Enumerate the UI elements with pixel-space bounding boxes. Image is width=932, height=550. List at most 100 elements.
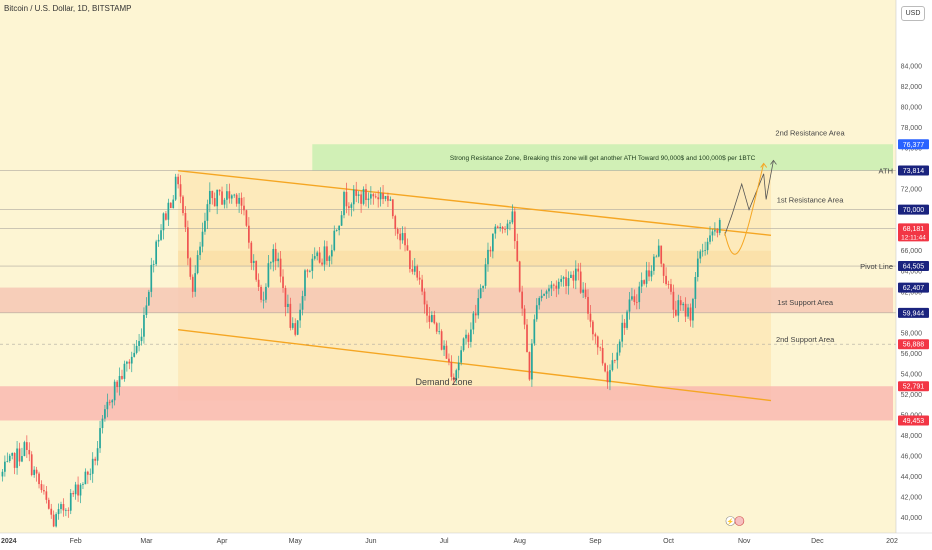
candle — [28, 442, 31, 462]
candle-body — [560, 278, 563, 282]
candle-body — [457, 362, 460, 371]
candle — [304, 268, 306, 301]
candle — [477, 289, 480, 319]
candle-body — [174, 176, 177, 200]
annotation-label: ATH — [879, 167, 893, 176]
candle — [589, 305, 592, 328]
candle-body — [155, 241, 158, 265]
candle — [228, 183, 231, 204]
candle-body — [82, 484, 84, 485]
candle — [628, 291, 631, 320]
candle-body — [565, 277, 567, 287]
candle-body — [389, 199, 392, 201]
candle-body — [496, 226, 499, 229]
x-tick-label: 2024 — [1, 538, 17, 545]
price-label-text: 73,814 — [903, 168, 925, 175]
candle — [240, 192, 243, 215]
y-tick-label: 44,000 — [901, 474, 923, 481]
candle-body — [65, 509, 67, 511]
projection-alt-path — [724, 163, 765, 255]
currency-button[interactable]: USD — [901, 6, 925, 21]
candle-body — [382, 193, 384, 199]
candle — [1, 469, 4, 482]
candle-body — [360, 194, 362, 204]
candle — [594, 332, 597, 344]
candle — [55, 512, 57, 528]
zone-resistance — [312, 144, 893, 171]
candle — [340, 210, 343, 227]
candle — [596, 335, 599, 355]
candle — [601, 339, 604, 366]
candle — [611, 352, 614, 372]
candle-body — [484, 264, 487, 286]
candle-body — [370, 194, 372, 199]
candle — [18, 442, 21, 467]
x-tick-label: May — [289, 538, 303, 545]
candle-body — [714, 230, 716, 232]
candle — [140, 328, 143, 346]
annotation-label: 2nd Resistance Area — [775, 129, 845, 138]
candle-body — [584, 289, 587, 297]
candle — [143, 307, 145, 344]
candle-body — [516, 241, 519, 262]
candle-body — [572, 274, 575, 281]
earnings-icon — [734, 516, 745, 526]
candle — [191, 274, 194, 298]
price-label-text: 59,944 — [903, 310, 925, 317]
price-label-text: 64,505 — [903, 264, 925, 271]
candle-body — [570, 274, 572, 279]
price-label-text: 70,000 — [903, 207, 925, 214]
candle — [243, 197, 245, 216]
channel-area — [178, 170, 772, 401]
candle — [365, 183, 367, 207]
candle-body — [416, 266, 419, 278]
candle-body — [294, 323, 297, 335]
candle — [208, 182, 211, 213]
candle-body — [670, 284, 672, 292]
candle — [384, 195, 387, 202]
candle — [716, 228, 719, 238]
candle-body — [448, 358, 450, 363]
candle-body — [291, 323, 294, 328]
candle-body — [226, 191, 228, 200]
x-tick-label: Apr — [217, 538, 229, 545]
candle — [484, 258, 487, 289]
candle-body — [650, 270, 653, 277]
candle-body — [379, 193, 382, 200]
price-label-badge — [898, 261, 929, 272]
price-label-badge — [898, 282, 929, 293]
candle — [25, 435, 28, 458]
candle — [438, 322, 441, 335]
candle — [35, 466, 38, 482]
candle-body — [616, 352, 619, 361]
candle-body — [455, 370, 458, 381]
candle-body — [677, 300, 680, 316]
x-tick-label: Jul — [440, 538, 449, 545]
chart-title: Bitcoin / U.S. Dollar, 1D, BITSTAMP — [4, 4, 132, 13]
candle-body — [260, 286, 262, 300]
candle — [626, 309, 628, 330]
candle — [194, 265, 197, 297]
candle — [260, 284, 262, 303]
candle — [606, 365, 609, 389]
candle-body — [106, 401, 109, 410]
candle-body — [165, 213, 167, 220]
candle — [267, 255, 270, 288]
candle-body — [399, 233, 401, 241]
candle — [684, 297, 687, 323]
candle — [482, 285, 484, 292]
candle-body — [596, 336, 599, 348]
candle — [509, 220, 511, 231]
candle — [216, 189, 219, 215]
candle-body — [35, 469, 38, 474]
candle-body — [123, 363, 126, 379]
candle-body — [426, 304, 428, 316]
candle-body — [640, 280, 643, 287]
candle-body — [582, 289, 584, 293]
candle — [352, 185, 355, 212]
candle — [531, 339, 533, 387]
candle — [496, 225, 499, 229]
candle-body — [21, 456, 23, 462]
candle — [150, 257, 153, 298]
